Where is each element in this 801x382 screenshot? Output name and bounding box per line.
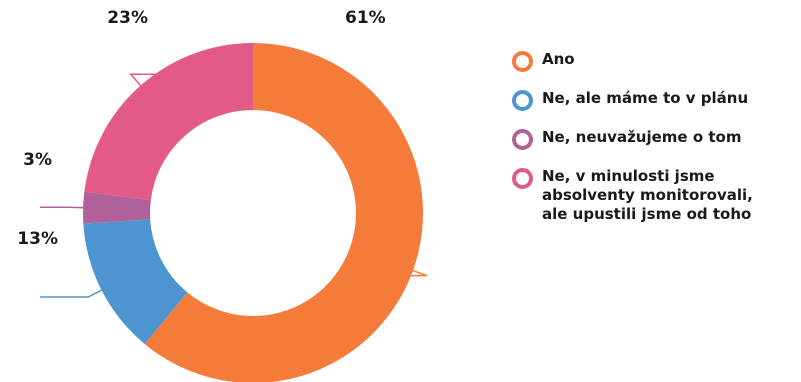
donut-slices [83, 43, 423, 382]
legend-item-upustili[interactable]: Ne, v minulosti jsme absolventy monitoro… [512, 167, 797, 224]
legend: Ano Ne, ale máme to v plánu Ne, neuvažuj… [512, 50, 797, 241]
leader-line-neuvazujeme [40, 206, 86, 209]
legend-item-ne-planu[interactable]: Ne, ale máme to v plánu [512, 89, 797, 111]
slice-ano[interactable] [144, 43, 423, 382]
legend-label-ano: Ano [542, 50, 575, 68]
legend-label-ne-planu: Ne, ale máme to v plánu [542, 89, 749, 107]
leader-lines [40, 73, 428, 298]
legend-label-neuvazujeme: Ne, neuvažujeme o tom [542, 128, 742, 146]
leader-line-ne-planu [40, 288, 104, 298]
value-label-neuvazujeme: 3% [23, 150, 52, 170]
legend-swatch-ano [512, 51, 533, 72]
legend-label-upustili: Ne, v minulosti jsme absolventy monitoro… [542, 167, 753, 223]
value-labels: 61% 13% 3% 23% [17, 8, 385, 249]
legend-swatch-upustili [512, 168, 533, 189]
slice-neuvazujeme[interactable] [83, 191, 151, 224]
value-label-upustili: 23% [107, 8, 148, 28]
legend-swatch-neuvazujeme [512, 129, 533, 150]
leader-line-upustili [128, 73, 160, 88]
value-label-ne-planu: 13% [17, 229, 58, 249]
legend-swatch-ne-planu [512, 90, 533, 111]
value-label-ano: 61% [345, 8, 386, 28]
slice-ne-planu[interactable] [83, 219, 188, 344]
legend-item-neuvazujeme[interactable]: Ne, neuvažujeme o tom [512, 128, 797, 150]
slice-upustili[interactable] [84, 43, 253, 201]
legend-item-ano[interactable]: Ano [512, 50, 797, 72]
leader-line-ano [400, 269, 428, 277]
